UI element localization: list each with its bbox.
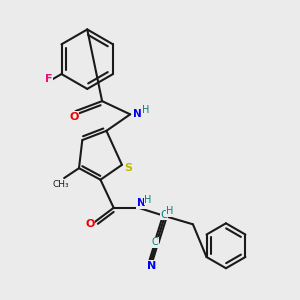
Text: CH₃: CH₃ bbox=[52, 179, 69, 188]
Text: H: H bbox=[167, 206, 174, 216]
Text: F: F bbox=[45, 74, 52, 84]
Text: N: N bbox=[137, 198, 146, 208]
Text: H: H bbox=[144, 195, 152, 205]
Text: O: O bbox=[69, 112, 79, 122]
Text: C: C bbox=[152, 238, 158, 248]
Text: H: H bbox=[142, 105, 149, 116]
Text: N: N bbox=[133, 109, 142, 119]
Text: C: C bbox=[160, 210, 168, 220]
Text: S: S bbox=[124, 163, 132, 173]
Text: O: O bbox=[85, 219, 94, 229]
Text: N: N bbox=[147, 261, 156, 271]
